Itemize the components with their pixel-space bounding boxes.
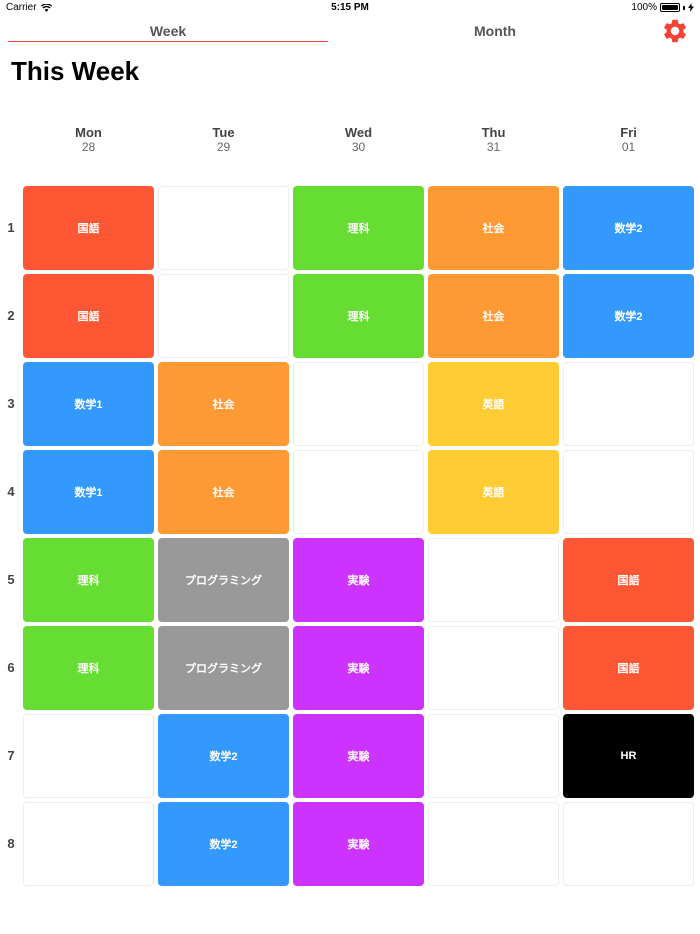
status-right: 100%	[631, 2, 694, 13]
empty-cell[interactable]	[563, 802, 694, 886]
class-cell[interactable]: 数学2	[158, 714, 289, 798]
period-label: 5	[7, 572, 15, 587]
period-label: 7	[7, 748, 15, 763]
tab-month[interactable]: Month	[474, 23, 516, 39]
class-cell[interactable]: 数学1	[23, 362, 154, 446]
class-cell[interactable]: 国語	[563, 538, 694, 622]
period-label: 3	[7, 396, 15, 411]
empty-cell[interactable]	[158, 274, 289, 358]
class-cell[interactable]: 社会	[428, 186, 559, 270]
class-cell[interactable]: プログラミング	[158, 538, 289, 622]
class-cell[interactable]: 実験	[293, 802, 424, 886]
carrier-label: Carrier	[6, 2, 37, 13]
class-cell[interactable]: 社会	[158, 362, 289, 446]
period-label: 2	[7, 308, 15, 323]
tab-selected-indicator	[8, 41, 328, 42]
tab-week[interactable]: Week	[149, 23, 187, 39]
class-cell[interactable]: 理科	[23, 626, 154, 710]
day-date: 28	[81, 140, 96, 154]
day-name: Wed	[344, 125, 373, 140]
day-date: 29	[216, 140, 231, 154]
period-label: 1	[7, 220, 15, 235]
empty-cell[interactable]	[428, 538, 559, 622]
class-cell[interactable]: 英語	[428, 450, 559, 534]
battery-percent: 100%	[631, 2, 657, 13]
class-cell[interactable]: 国語	[563, 626, 694, 710]
battery-tip	[683, 5, 685, 10]
day-header-wed: Wed 30	[293, 125, 424, 155]
empty-cell[interactable]	[428, 626, 559, 710]
period-label: 8	[7, 836, 15, 851]
day-header-fri: Fri 01	[563, 125, 694, 155]
empty-cell[interactable]	[23, 802, 154, 886]
gear-icon[interactable]	[661, 17, 689, 45]
status-left: Carrier	[6, 2, 52, 13]
class-cell[interactable]: 理科	[293, 186, 424, 270]
class-cell[interactable]: HR	[563, 714, 694, 798]
status-time: 5:15 PM	[331, 2, 369, 13]
empty-cell[interactable]	[293, 450, 424, 534]
class-cell[interactable]: プログラミング	[158, 626, 289, 710]
class-cell[interactable]: 理科	[293, 274, 424, 358]
day-name: Tue	[212, 125, 235, 140]
empty-cell[interactable]	[563, 450, 694, 534]
day-header-thu: Thu 31	[428, 125, 559, 155]
empty-cell[interactable]	[23, 714, 154, 798]
class-cell[interactable]: 英語	[428, 362, 559, 446]
day-name: Fri	[620, 125, 637, 140]
day-date: 30	[351, 140, 366, 154]
class-cell[interactable]: 社会	[158, 450, 289, 534]
empty-cell[interactable]	[293, 362, 424, 446]
class-cell[interactable]: 理科	[23, 538, 154, 622]
status-bar: Carrier 5:15 PM 100%	[0, 0, 700, 14]
class-cell[interactable]: 社会	[428, 274, 559, 358]
class-cell[interactable]: 数学1	[23, 450, 154, 534]
empty-cell[interactable]	[158, 186, 289, 270]
wifi-icon	[40, 3, 52, 12]
day-header-tue: Tue 29	[158, 125, 289, 155]
class-cell[interactable]: 実験	[293, 538, 424, 622]
period-label: 4	[7, 484, 15, 499]
class-cell[interactable]: 国語	[23, 186, 154, 270]
battery-icon	[660, 3, 680, 12]
page-title: This Week	[11, 56, 140, 86]
day-date: 01	[621, 140, 636, 154]
empty-cell[interactable]	[563, 362, 694, 446]
day-name: Mon	[75, 125, 102, 140]
class-cell[interactable]: 数学2	[563, 186, 694, 270]
day-name: Thu	[481, 125, 506, 140]
class-cell[interactable]: 実験	[293, 714, 424, 798]
empty-cell[interactable]	[428, 714, 559, 798]
class-cell[interactable]: 数学2	[563, 274, 694, 358]
period-label: 6	[7, 660, 15, 675]
class-cell[interactable]: 数学2	[158, 802, 289, 886]
class-cell[interactable]: 国語	[23, 274, 154, 358]
day-header-mon: Mon 28	[23, 125, 154, 155]
view-tabs: Week Month	[0, 18, 700, 44]
charging-icon	[688, 3, 694, 12]
empty-cell[interactable]	[428, 802, 559, 886]
class-cell[interactable]: 実験	[293, 626, 424, 710]
day-date: 31	[486, 140, 501, 154]
